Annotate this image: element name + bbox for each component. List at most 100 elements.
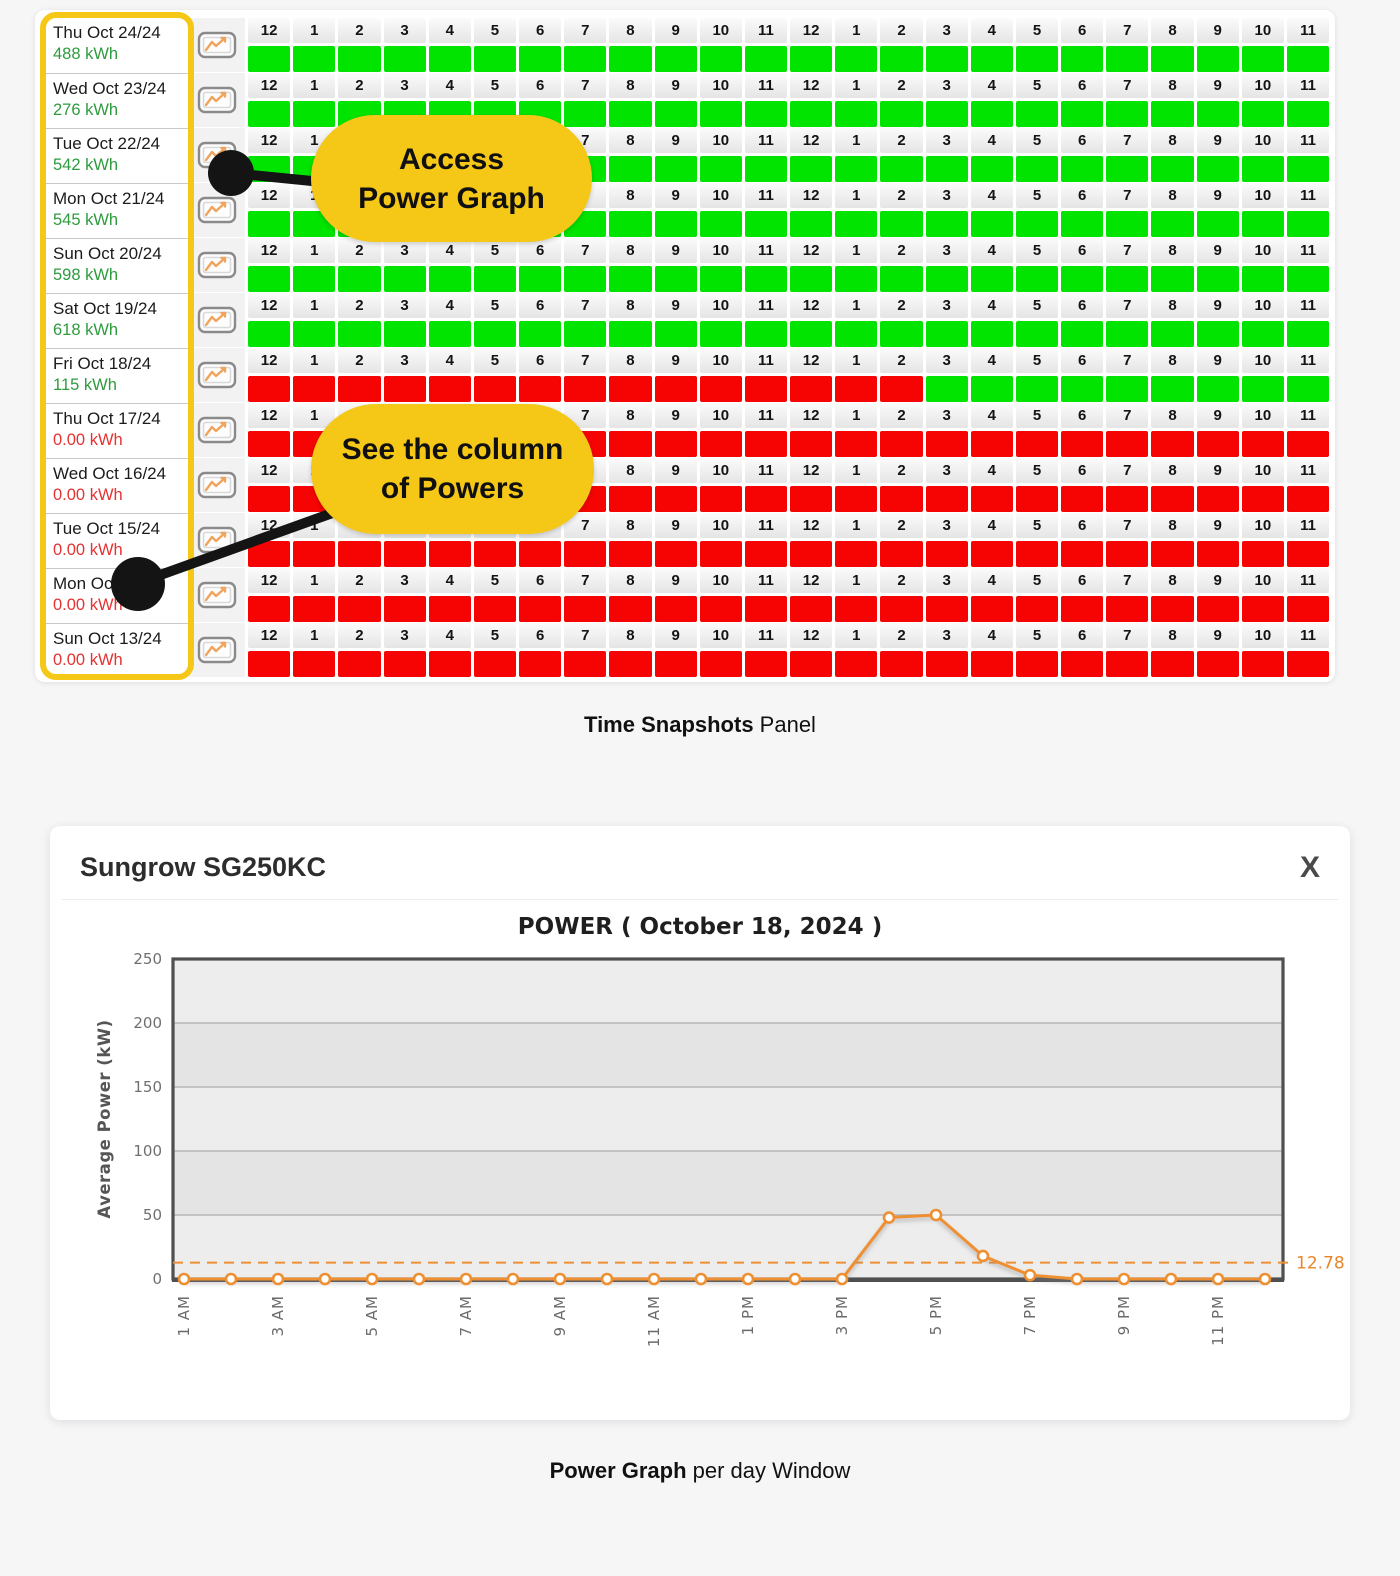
hour-header: 8 [609,128,652,153]
hour-header: 7 [1106,403,1149,428]
snapshot-cell [609,486,652,512]
hour-header: 4 [970,513,1013,538]
hour-column: 8 [1151,128,1194,182]
hour-header: 6 [1061,128,1104,153]
hour-column: 9 [1196,568,1239,622]
hour-column: 12 [248,458,291,512]
snapshot-cell [428,596,471,622]
hour-column: 3 [925,458,968,512]
snapshot-cell [1015,376,1059,402]
svg-text:1 AM: 1 AM [175,1295,193,1337]
snapshot-cell [293,266,336,292]
snapshot-cell [609,46,652,72]
callout-see-column-of-powers: See the column of Powers [311,404,594,534]
day-label-cell: Thu Oct 24/24 488 kWh [41,18,189,72]
hour-header: 5 [1015,623,1059,648]
hour-column: 8 [1151,623,1194,677]
snapshot-cell [835,266,878,292]
hour-column: 10 [1241,293,1284,347]
power-graph-button[interactable] [189,128,245,182]
snapshot-cell [428,376,471,402]
hour-header: 10 [1241,18,1284,43]
snapshot-cell [790,486,833,512]
hour-header: 8 [609,73,652,98]
snapshot-cell [1015,266,1059,292]
hour-header: 4 [970,238,1013,263]
power-graph-button[interactable] [189,348,245,402]
hour-header: 10 [1241,513,1284,538]
hour-header: 5 [1015,568,1059,593]
hour-header: 9 [654,513,697,538]
hour-header: 5 [1015,183,1059,208]
snapshot-cell [1106,376,1149,402]
snapshot-cell [1241,541,1284,567]
power-graph-button[interactable] [189,183,245,237]
hour-column: 5 [1015,513,1059,567]
line-chart-icon [197,636,237,664]
power-graph-button[interactable] [189,73,245,127]
snapshot-cell [970,211,1013,237]
hour-column: 11 [744,293,788,347]
snapshot-cell [1151,211,1194,237]
hour-header: 8 [1151,183,1194,208]
power-graph-button[interactable] [189,293,245,347]
snapshot-cell [1015,321,1059,347]
snapshot-cell [925,321,968,347]
hour-column: 7 [564,293,607,347]
hour-column: 4 [970,568,1013,622]
snapshot-cell [1151,266,1194,292]
power-graph-button[interactable] [189,513,245,567]
line-chart-icon [197,196,237,224]
hour-column: 10 [1241,458,1284,512]
power-graph-button[interactable] [189,458,245,512]
hour-header: 4 [970,18,1013,43]
snapshot-cell [1241,431,1284,457]
hour-header: 2 [338,18,381,43]
power-graph-button[interactable] [189,623,245,677]
hour-column: 7 [1106,568,1149,622]
hour-header: 1 [293,238,336,263]
power-graph-button[interactable] [189,568,245,622]
snapshot-cell [1061,486,1104,512]
power-graph-button[interactable] [189,238,245,292]
snapshot-cell [1196,101,1239,127]
line-chart-icon [197,361,237,389]
hour-header: 8 [609,568,652,593]
hour-column: 1 [835,128,878,182]
hour-column: 7 [1106,183,1149,237]
hour-column: 1 [835,183,878,237]
power-graph-button[interactable] [189,18,245,72]
hour-header: 5 [473,623,517,648]
hour-column: 1 [293,18,336,72]
hour-column: 5 [473,568,517,622]
line-chart-icon [197,86,237,114]
snapshot-cell [1286,376,1330,402]
hour-header: 7 [1106,623,1149,648]
snapshot-cell [880,431,923,457]
hour-header: 4 [970,183,1013,208]
hour-header: 8 [609,623,652,648]
snapshot-cell [790,101,833,127]
snapshot-cell [609,541,652,567]
hour-header: 10 [699,128,742,153]
snapshot-cell [248,431,291,457]
snapshot-cell [790,321,833,347]
snapshot-cell [338,266,381,292]
hour-header: 5 [1015,238,1059,263]
snapshot-cell [744,651,788,677]
hour-column: 2 [880,238,923,292]
hour-column: 1 [293,293,336,347]
close-button[interactable]: X [1299,850,1320,884]
hour-column: 11 [744,623,788,677]
inverter-title: Sungrow SG250KC [80,852,327,882]
hour-header: 12 [248,458,291,483]
power-graph-button[interactable] [189,403,245,457]
snapshot-cell [1196,596,1239,622]
callout-text: Power Graph [358,181,545,215]
hour-header: 4 [970,128,1013,153]
day-label-cell: Wed Oct 16/24 0.00 kWh [41,458,189,512]
snapshot-cell [609,101,652,127]
divider [62,899,1338,900]
hour-header: 6 [1061,73,1104,98]
